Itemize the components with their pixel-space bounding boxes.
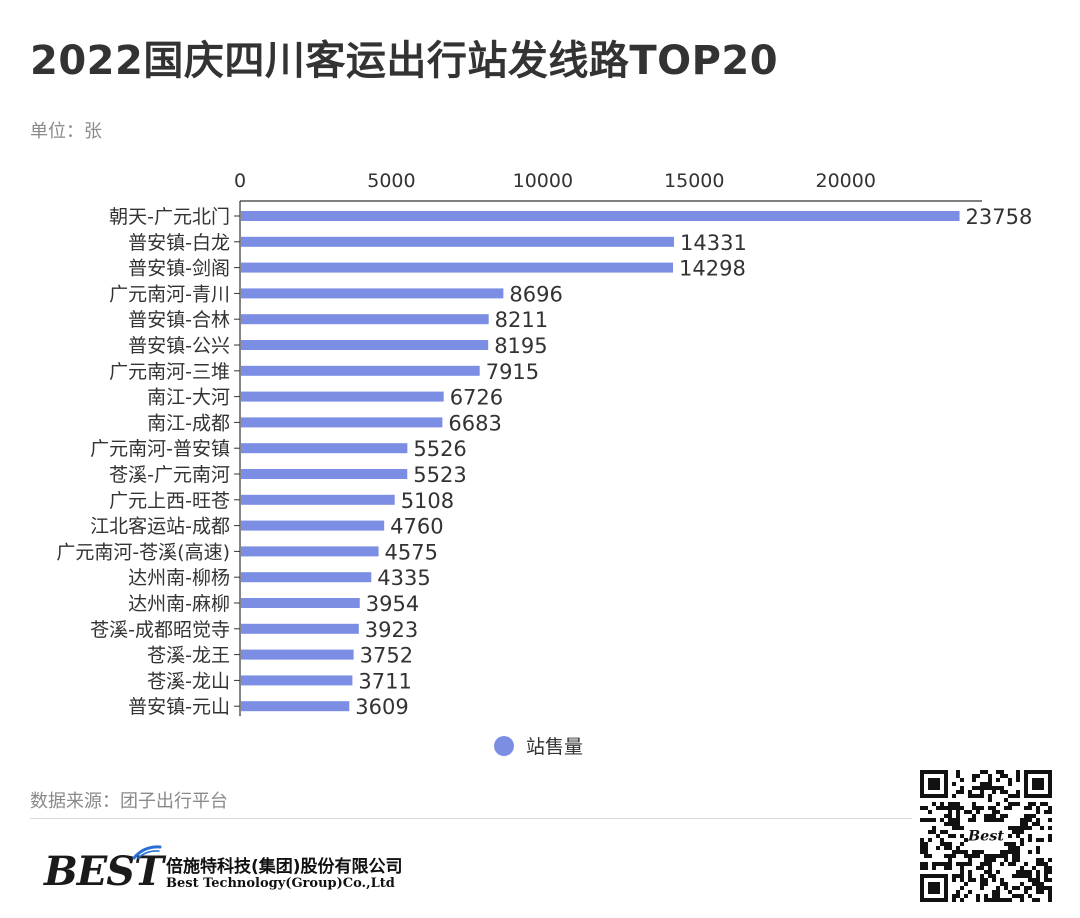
category-labels: 朝天-广元北门普安镇-白龙普安镇-剑阁广元南河-青川普安镇-合林普安镇-公兴广元…	[56, 206, 230, 718]
category-label-1: 普安镇-白龙	[128, 232, 230, 254]
bar-14	[241, 572, 372, 583]
category-label-10: 苍溪-广元南河	[109, 464, 230, 486]
bar-16	[241, 623, 359, 634]
value-label-8: 6683	[448, 411, 501, 435]
category-label-9: 广元南河-普安镇	[90, 438, 230, 460]
value-label-7: 6726	[450, 386, 503, 410]
value-label-19: 3609	[355, 695, 408, 719]
category-label-11: 广元上西-旺苍	[109, 490, 230, 512]
bar-18	[241, 675, 353, 686]
category-label-19: 普安镇-元山	[128, 696, 230, 718]
bar-8	[241, 417, 443, 428]
category-label-7: 南江-大河	[147, 387, 230, 409]
value-label-17: 3752	[360, 644, 413, 668]
category-label-18: 苍溪-龙山	[147, 670, 230, 692]
category-label-6: 广元南河-三堆	[109, 361, 230, 383]
bar-15	[241, 598, 360, 608]
value-label-4: 8211	[495, 308, 548, 332]
value-label-13: 4575	[385, 540, 438, 564]
category-label-0: 朝天-广元北门	[109, 206, 230, 228]
category-label-4: 普安镇-合林	[128, 309, 230, 331]
x-tick-label-2: 10000	[513, 170, 573, 192]
category-label-17: 苍溪-龙王	[147, 645, 230, 667]
bar-17	[241, 649, 354, 660]
value-label-0: 23758	[966, 205, 1033, 229]
bar-4	[241, 314, 489, 325]
category-label-13: 广元南河-苍溪(高速)	[56, 541, 230, 563]
category-label-15: 达州南-麻柳	[128, 593, 230, 615]
best-logo-wordmark: BEST	[44, 848, 164, 895]
bar-1	[241, 236, 675, 247]
value-label-15: 3954	[366, 592, 419, 616]
bars	[241, 211, 960, 712]
value-label-6: 7915	[486, 360, 539, 384]
bar-12	[241, 520, 385, 531]
qr-center-badge	[968, 822, 1004, 850]
bar-6	[241, 365, 480, 376]
bar-10	[241, 469, 408, 479]
swoosh-icon	[132, 845, 162, 860]
value-label-10: 5523	[413, 463, 466, 487]
x-tick-label-0: 0	[234, 170, 246, 192]
x-axis-ticks: 0 5000 10000 15000 20000	[234, 170, 876, 192]
bar-3	[241, 288, 504, 299]
unit-label: 单位：张	[30, 121, 102, 142]
bar-13	[241, 546, 379, 557]
data-source: 数据来源：团子出行平台	[30, 791, 228, 812]
company-name-en: Best Technology(Group)Co.,Ltd	[166, 876, 395, 891]
bar-0	[241, 211, 960, 221]
value-label-2: 14298	[679, 257, 746, 281]
chart-title: 2022国庆四川客运出行站发线路TOP20	[30, 38, 779, 84]
value-labels: 2375814331142988696821181957915672666835…	[355, 205, 1032, 719]
category-label-3: 广元南河-青川	[109, 283, 230, 305]
company-name-cn: 倍施特科技(集团)股份有限公司	[166, 857, 403, 877]
value-label-11: 5108	[401, 489, 454, 513]
value-label-1: 14331	[680, 231, 747, 255]
x-tick-label-1: 5000	[367, 170, 415, 192]
category-label-14: 达州南-柳杨	[128, 567, 230, 589]
legend[interactable]: 站售量	[494, 736, 583, 758]
value-label-14: 4335	[377, 566, 430, 590]
category-label-12: 江北客运站-成都	[90, 516, 230, 538]
category-label-5: 普安镇-公兴	[128, 335, 230, 357]
x-tick-label-4: 20000	[815, 170, 875, 192]
category-label-2: 普安镇-剑阁	[128, 258, 230, 280]
bar-5	[241, 340, 489, 350]
x-tick-label-3: 15000	[664, 170, 724, 192]
qr-code-icon[interactable]: Best	[920, 770, 1052, 902]
value-label-9: 5526	[413, 437, 466, 461]
qr-badge-text: Best	[967, 827, 1004, 844]
value-label-12: 4760	[390, 515, 443, 539]
value-label-5: 8195	[494, 334, 547, 358]
value-label-3: 8696	[509, 282, 562, 306]
category-label-16: 苍溪-成都昭觉寺	[90, 619, 230, 641]
value-label-18: 3711	[358, 669, 411, 693]
legend-label: 站售量	[526, 736, 583, 758]
bar-2	[241, 262, 674, 273]
bar-19	[241, 701, 350, 712]
bar-9	[241, 443, 408, 454]
legend-swatch	[494, 736, 514, 756]
bar-7	[241, 391, 444, 402]
category-label-8: 南江-成都	[147, 412, 230, 434]
bar-chart: 0 5000 10000 15000 20000 朝天-广元北门普安镇-白龙普安镇-剑阁…	[56, 170, 1032, 758]
axes	[234, 200, 982, 717]
value-label-16: 3923	[365, 618, 418, 642]
company-logo: BEST 倍施特科技(集团)股份有限公司 Best Technology(Gro…	[44, 845, 424, 898]
bar-11	[241, 494, 395, 505]
footer-divider	[30, 818, 912, 819]
